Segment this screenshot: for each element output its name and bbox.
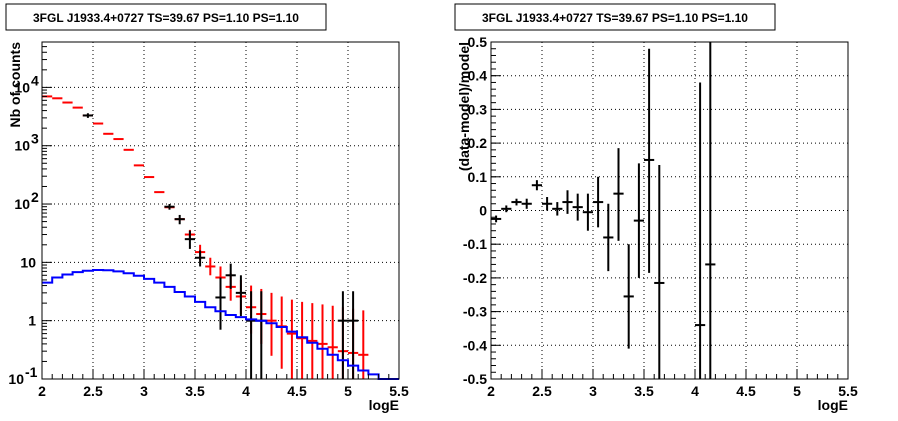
errorbar-series [82, 113, 359, 379]
y-tick-label: 1 [28, 313, 36, 329]
x-tick-label: 2 [487, 383, 495, 399]
plot-area [42, 95, 399, 380]
axis-ticks: 2 2.5 3 3.5 4 4.5 5 5.5 -0.5 -0.4 -0.3 -0.2 -0.1 0 0.1… [463, 34, 858, 399]
y-tick-label: 0.5 [468, 34, 488, 50]
y-tick-label: 0 [479, 203, 487, 219]
x-tick-label: 5 [344, 383, 352, 399]
counts-chart: 3FGL J1933.4+0727 TS=39.67 PS=1.10 PS=1.… [5, 3, 409, 413]
y-tick-label: 10 [20, 254, 36, 270]
y-tick-exponent: 3 [31, 131, 39, 147]
errorbar-series [491, 42, 716, 379]
x-tick-label: 4 [691, 383, 699, 399]
chart-title: 3FGL J1933.4+0727 TS=39.67 PS=1.10 PS=1.… [33, 11, 299, 25]
x-tick-label: 3 [589, 383, 597, 399]
y-tick-label: 10 [8, 371, 24, 387]
x-tick-label: 5.5 [389, 383, 409, 399]
x-tick-label: 3.5 [634, 383, 654, 399]
y-tick-label: 0.3 [468, 101, 488, 117]
y-tick-label: -0.4 [463, 337, 487, 353]
x-tick-label: 2 [38, 383, 46, 399]
y-tick-label: 10 [14, 79, 30, 95]
y-tick-exponent: -1 [25, 364, 38, 380]
y-tick-label: -0.2 [463, 270, 487, 286]
y-tick-label: 0.2 [468, 135, 488, 151]
plot-area [491, 42, 716, 379]
x-tick-label: 4.5 [736, 383, 756, 399]
x-tick-label: 5.5 [838, 383, 858, 399]
x-tick-label: 2.5 [532, 383, 552, 399]
y-tick-label: -0.3 [463, 304, 487, 320]
y-tick-label: 10 [14, 196, 30, 212]
title-box [5, 3, 327, 31]
x-tick-label: 4.5 [287, 383, 307, 399]
residuals-chart: 3FGL J1933.4+0727 TS=39.67 PS=1.10 PS=1.… [454, 3, 858, 413]
y-tick-exponent: 4 [31, 72, 39, 88]
x-tick-label: 3.5 [185, 383, 205, 399]
y-tick-label: 10 [14, 138, 30, 154]
title-box [454, 3, 776, 31]
residuals-panel: 3FGL J1933.4+0727 TS=39.67 PS=1.10 PS=1.… [449, 0, 898, 421]
y-tick-label: 0.1 [468, 169, 488, 185]
plot-frame [490, 41, 849, 380]
grid [491, 42, 848, 379]
errorbar-series [42, 95, 369, 379]
x-tick-label: 5 [793, 383, 801, 399]
x-tick-label: 3 [140, 383, 148, 399]
y-tick-label: 0.4 [468, 68, 488, 84]
plot-frame [41, 41, 400, 380]
x-axis-title: logE [369, 397, 399, 413]
y-tick-label: -0.5 [463, 371, 487, 387]
y-tick-label: -0.1 [463, 236, 487, 252]
counts-panel: 3FGL J1933.4+0727 TS=39.67 PS=1.10 PS=1.… [5, 3, 409, 413]
x-tick-label: 2.5 [83, 383, 103, 399]
chart-title: 3FGL J1933.4+0727 TS=39.67 PS=1.10 PS=1.… [482, 11, 748, 25]
x-tick-label: 4 [242, 383, 250, 399]
y-tick-exponent: 2 [31, 189, 39, 205]
y-axis-title: Nb of counts [7, 42, 23, 128]
x-axis-title: logE [818, 397, 848, 413]
model-step-line [42, 269, 399, 380]
y-axis-title: (data-model)/model [456, 42, 472, 171]
grid [42, 42, 399, 379]
